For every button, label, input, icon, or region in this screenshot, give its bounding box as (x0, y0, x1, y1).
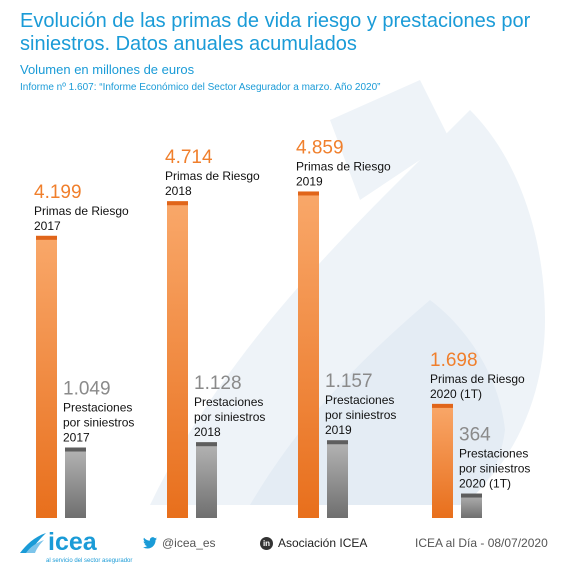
icea-logo[interactable]: icea al servicio del sector asegurador (18, 528, 132, 564)
prestaciones-category-label-2019-2: 2019 (325, 423, 352, 437)
primas-value-label-2020 (1T): 1.698 (430, 350, 478, 371)
primas-bar-2017 (36, 235, 57, 518)
primas-category-label-2020 (1T)-0: Primas de Riesgo (430, 372, 525, 386)
primas-category-label-2017-1: 2017 (34, 219, 61, 233)
primas-bar-2019 (298, 191, 319, 518)
prestaciones-bar-2018 (196, 442, 217, 518)
prestaciones-bar-cap-2018 (196, 442, 217, 447)
primas-bar-cap-2019 (298, 191, 319, 196)
icea-logo-icon (20, 532, 46, 553)
prestaciones-category-label-2019-0: Prestaciones (325, 393, 394, 407)
primas-bar-cap-2018 (167, 201, 188, 206)
prestaciones-value-label-2019: 1.157 (325, 371, 373, 392)
publication-date: ICEA al Día - 08/07/2020 (415, 536, 548, 550)
prestaciones-bar-2020 (1T) (461, 493, 482, 518)
prestaciones-bar-2019 (327, 440, 348, 518)
twitter-icon (143, 537, 157, 549)
primas-bar-cap-2020 (1T) (432, 403, 453, 408)
logo-tagline: al servicio del sector asegurador (46, 558, 133, 564)
prestaciones-value-label-2020 (1T): 364 (459, 425, 491, 446)
prestaciones-category-label-2018-1: por siniestros (194, 410, 265, 424)
prestaciones-category-label-2018-2: 2018 (194, 425, 221, 439)
prestaciones-value-label-2017: 1.049 (63, 379, 111, 400)
primas-category-label-2018-1: 2018 (165, 184, 192, 198)
primas-value-label-2017: 4.199 (34, 182, 82, 203)
linkedin-name: Asociación ICEA (278, 536, 368, 550)
prestaciones-bar-cap-2017 (65, 447, 86, 452)
logo-text: icea (48, 528, 97, 556)
prestaciones-category-label-2020 (1T)-0: Prestaciones (459, 447, 528, 461)
prestaciones-category-label-2019-1: por siniestros (325, 408, 396, 422)
primas-value-label-2018: 4.714 (165, 147, 213, 168)
prestaciones-category-label-2018-0: Prestaciones (194, 395, 263, 409)
primas-category-label-2019-1: 2019 (296, 174, 323, 188)
primas-bar-cap-2017 (36, 235, 57, 240)
primas-category-label-2017-0: Primas de Riesgo (34, 204, 129, 218)
twitter-link[interactable]: @icea_es (143, 536, 216, 550)
prestaciones-bar-2017 (65, 447, 86, 518)
prestaciones-category-label-2017-1: por siniestros (63, 416, 134, 430)
source-note: Informe nº 1.607: “Informe Económico del… (20, 82, 381, 93)
chart-title: Evolución de las primas de vida riesgo y… (20, 10, 531, 55)
linkedin-link[interactable]: in Asociación ICEA (260, 536, 367, 550)
primas-category-label-2019-0: Primas de Riesgo (296, 159, 391, 173)
prestaciones-category-label-2017-2: 2017 (63, 431, 90, 445)
prestaciones-category-label-2017-0: Prestaciones (63, 401, 132, 415)
primas-category-label-2020 (1T)-1: 2020 (1T) (430, 387, 482, 401)
prestaciones-category-label-2020 (1T)-2: 2020 (1T) (459, 477, 511, 491)
primas-value-label-2019: 4.859 (296, 137, 344, 158)
prestaciones-bar-cap-2019 (327, 440, 348, 445)
prestaciones-value-label-2018: 1.128 (194, 373, 242, 394)
chart-subtitle: Volumen en millones de euros (20, 62, 195, 77)
primas-bar-2018 (167, 201, 188, 519)
prestaciones-category-label-2020 (1T)-1: por siniestros (459, 462, 530, 476)
primas-bar-2020 (1T) (432, 403, 453, 518)
twitter-handle: @icea_es (162, 536, 216, 550)
linkedin-icon: in (260, 536, 273, 550)
primas-category-label-2018-0: Primas de Riesgo (165, 169, 260, 183)
footer: icea al servicio del sector asegurador @… (0, 522, 567, 567)
prestaciones-bar-cap-2020 (1T) (461, 493, 482, 498)
